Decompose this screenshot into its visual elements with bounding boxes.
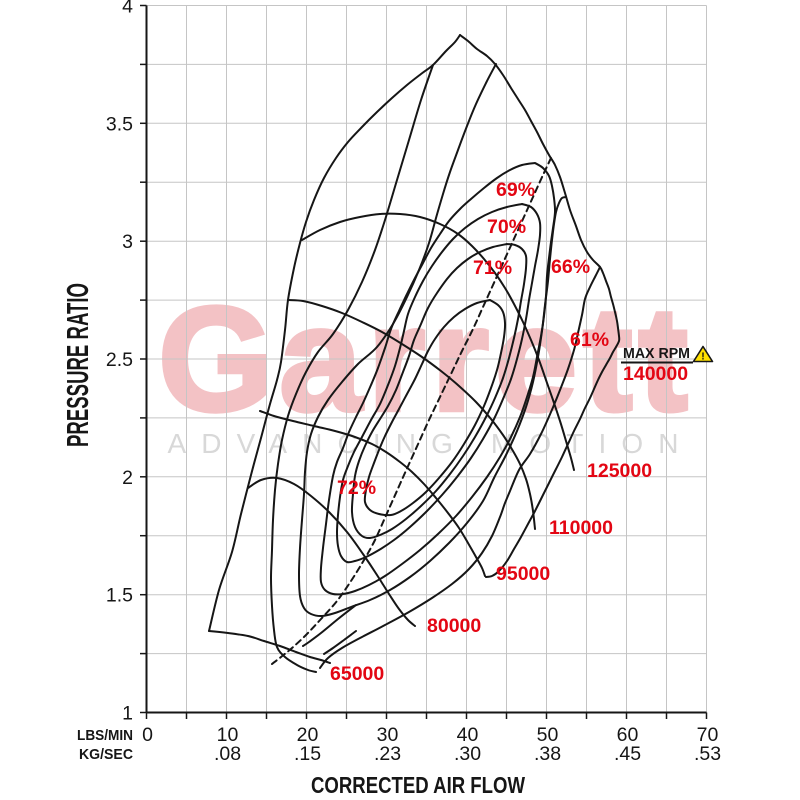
svg-text:4: 4 (122, 0, 133, 18)
svg-text:125000: 125000 (587, 460, 652, 482)
svg-text:.08: .08 (214, 743, 241, 765)
svg-text:3: 3 (122, 231, 133, 253)
svg-text:110000: 110000 (549, 517, 613, 539)
svg-text:.30: .30 (454, 743, 481, 765)
svg-text:0: 0 (142, 724, 153, 746)
svg-text:.23: .23 (374, 743, 401, 765)
svg-text:65000: 65000 (330, 663, 384, 685)
svg-text:2.5: 2.5 (106, 349, 133, 371)
svg-text:70: 70 (697, 724, 719, 746)
svg-text:.15: .15 (294, 743, 321, 765)
svg-text:LBS/MIN: LBS/MIN (77, 727, 133, 744)
svg-text:66%: 66% (551, 256, 590, 278)
svg-text:72%: 72% (337, 477, 376, 499)
svg-text:30: 30 (377, 724, 399, 746)
svg-text:.38: .38 (534, 743, 561, 765)
svg-text:50: 50 (537, 724, 559, 746)
svg-text:.45: .45 (614, 743, 641, 765)
svg-text:140000: 140000 (623, 363, 688, 385)
svg-text:1: 1 (122, 703, 133, 725)
svg-text:PRESSURE RATIO: PRESSURE RATIO (60, 283, 95, 447)
svg-text:20: 20 (297, 724, 319, 746)
svg-text:80000: 80000 (427, 615, 481, 637)
svg-text:95000: 95000 (496, 563, 550, 585)
svg-text:70%: 70% (487, 216, 526, 238)
svg-text:.53: .53 (694, 743, 721, 765)
svg-text:3.5: 3.5 (106, 113, 133, 135)
svg-text:71%: 71% (473, 257, 512, 279)
svg-text:61%: 61% (570, 329, 609, 351)
svg-text:MAX RPM: MAX RPM (623, 345, 690, 362)
svg-text:1.5: 1.5 (106, 585, 133, 607)
svg-text:!: ! (701, 351, 705, 363)
svg-text:KG/SEC: KG/SEC (79, 746, 133, 763)
svg-text:40: 40 (457, 724, 479, 746)
svg-text:60: 60 (617, 724, 639, 746)
svg-text:10: 10 (217, 724, 239, 746)
svg-text:2: 2 (122, 467, 133, 489)
svg-text:CORRECTED AIR FLOW: CORRECTED AIR FLOW (311, 772, 526, 798)
svg-text:69%: 69% (496, 179, 535, 201)
